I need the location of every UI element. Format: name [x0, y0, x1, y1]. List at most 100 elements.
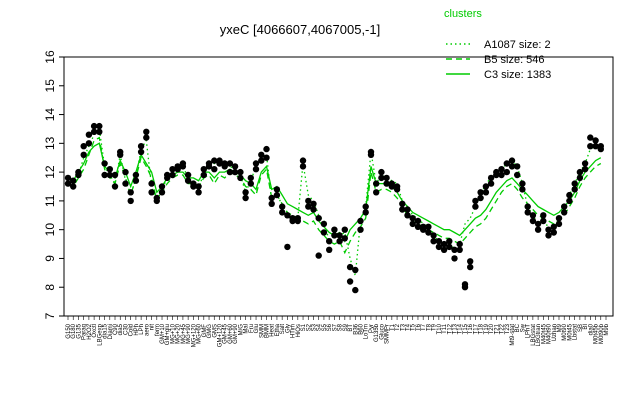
x-tick-label: GM+60	[228, 323, 234, 344]
data-point	[268, 200, 275, 207]
x-tick-label: S1	[301, 323, 307, 331]
x-tick-label: T9	[432, 323, 438, 331]
data-point	[216, 160, 223, 167]
x-tick-label: T19	[484, 323, 490, 334]
data-point	[555, 220, 563, 228]
x-tick-label: Etha	[275, 323, 281, 336]
data-point	[184, 177, 192, 184]
data-point	[164, 174, 171, 182]
data-point	[169, 166, 176, 173]
x-tick-label: Paraq	[82, 324, 88, 340]
data-point	[451, 246, 458, 253]
data-point	[279, 209, 286, 216]
data-point	[498, 166, 505, 173]
data-point	[85, 131, 93, 138]
x-tick-label: Gluco	[379, 323, 385, 339]
data-point	[440, 240, 448, 248]
data-point	[137, 148, 145, 156]
x-tick-label: T17	[473, 323, 479, 334]
data-point	[440, 246, 448, 253]
x-tick-label: MG+45	[181, 323, 187, 344]
data-point	[284, 243, 291, 251]
x-tick-label: M9b	[604, 323, 610, 335]
data-point	[362, 209, 369, 216]
data-point	[310, 200, 317, 207]
data-point	[85, 140, 93, 147]
data-point	[127, 197, 134, 205]
data-point	[545, 232, 552, 239]
data-point	[446, 238, 453, 245]
data-point	[482, 189, 490, 196]
data-point	[143, 128, 150, 135]
data-point	[566, 197, 573, 205]
y-tick-label: 8	[43, 284, 57, 291]
x-tick-label: C90	[113, 323, 119, 335]
data-point	[534, 220, 542, 228]
data-point	[404, 212, 411, 219]
data-point	[357, 217, 364, 225]
x-tick-label: GMG	[207, 324, 213, 339]
data-point	[320, 220, 328, 228]
data-point	[487, 180, 495, 187]
data-point	[132, 171, 140, 179]
x-tick-label: BT	[348, 324, 354, 332]
y-tick-label: 10	[43, 223, 57, 237]
x-tick-label: T3	[400, 323, 406, 331]
series-layer	[67, 127, 602, 276]
data-point	[200, 171, 207, 179]
legend: clusters A1087 size: 2 B5 size: 546 C3 s…	[444, 8, 551, 81]
x-tick-label: dia0	[588, 323, 594, 335]
data-point	[258, 151, 265, 158]
x-tick-label: Gly	[285, 324, 291, 333]
data-point	[399, 200, 406, 207]
x-tick-label: G150	[66, 323, 72, 338]
data-point	[80, 143, 87, 150]
x-tick-label: T8	[426, 323, 432, 331]
y-tick-label: 11	[43, 194, 57, 207]
data-point	[247, 180, 254, 187]
data-point	[299, 163, 307, 170]
x-tick-label: M9	[557, 323, 563, 332]
data-point	[237, 168, 244, 176]
x-tick-label: BMM	[264, 324, 270, 338]
data-point	[399, 206, 406, 213]
x-tick-label: MG+90	[186, 323, 192, 344]
data-point	[341, 226, 348, 233]
y-tick-label: 7	[43, 312, 57, 319]
x-tick-label: Uzhan	[552, 324, 558, 341]
data-point	[70, 183, 77, 190]
x-tick-label: aero	[144, 323, 150, 336]
data-point	[425, 229, 432, 236]
plot-frame	[63, 56, 614, 317]
data-point	[305, 197, 312, 205]
x-tick-label: Mal	[244, 324, 250, 334]
x-tick-label: S9	[343, 323, 349, 331]
data-point	[231, 168, 239, 176]
x-tick-label: T20	[489, 323, 495, 334]
data-point	[289, 217, 296, 225]
data-point	[393, 186, 401, 193]
data-point	[592, 143, 599, 150]
data-point	[284, 212, 291, 219]
y-tick-label: 14	[43, 108, 57, 122]
data-point	[524, 209, 531, 216]
data-point	[64, 180, 72, 187]
x-tick-label: H2O2	[87, 323, 93, 339]
x-tick-label: GM+45	[223, 323, 229, 344]
data-point	[581, 160, 589, 167]
data-point	[143, 134, 150, 141]
x-tick-label: T5	[411, 323, 417, 331]
x-tick-label: T4	[406, 323, 412, 331]
data-point	[268, 194, 275, 202]
data-point	[493, 171, 500, 179]
data-point	[430, 232, 437, 239]
data-point	[320, 229, 328, 236]
data-point	[540, 217, 547, 225]
chart-title: yxeC [4066607,4067005,-1]	[220, 22, 380, 37]
data-point	[446, 243, 453, 251]
legend-title: clusters	[444, 8, 482, 20]
data-point	[571, 186, 578, 193]
data-point	[498, 171, 505, 179]
x-tick-label: LBGtran	[536, 324, 542, 346]
points-layer	[64, 122, 604, 294]
